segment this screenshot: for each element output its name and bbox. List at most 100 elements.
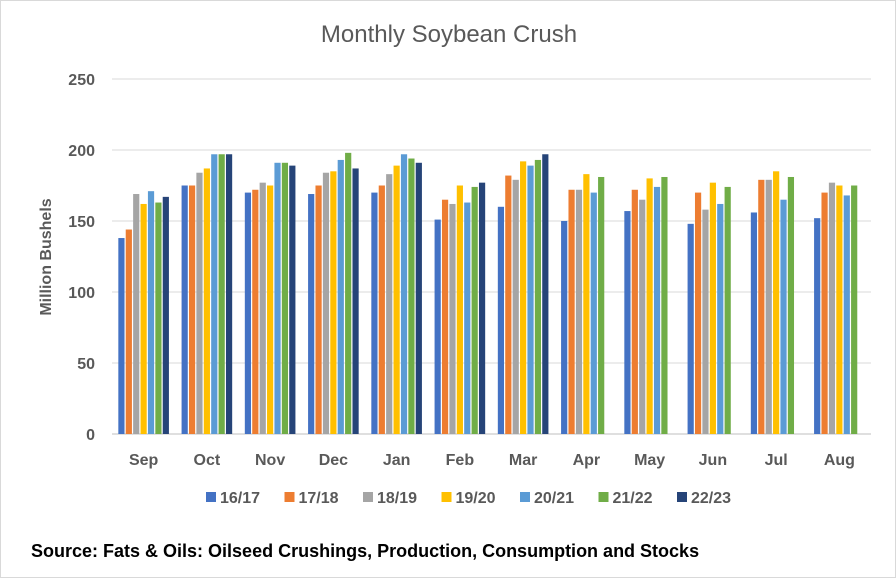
bar-22-23 bbox=[415, 162, 422, 434]
bar-17-18 bbox=[694, 192, 702, 434]
bar-16-17 bbox=[244, 192, 252, 434]
bar-20-21 bbox=[843, 195, 850, 434]
bar-20-21 bbox=[211, 154, 218, 434]
bar-16-17 bbox=[308, 194, 315, 434]
bar-19-20 bbox=[456, 185, 463, 434]
y-tick-label: 200 bbox=[68, 143, 95, 160]
legend-label: 21/22 bbox=[613, 490, 653, 507]
bar-21-22 bbox=[661, 176, 668, 435]
x-tick-label: Feb bbox=[446, 452, 475, 469]
bar-20-21 bbox=[653, 186, 661, 434]
bar-21-22 bbox=[598, 176, 605, 435]
x-tick-label: Jun bbox=[699, 452, 727, 469]
legend-swatch bbox=[441, 492, 452, 502]
bar-22-23 bbox=[162, 196, 169, 434]
bar-16-17 bbox=[497, 206, 505, 434]
bar-19-20 bbox=[267, 185, 274, 434]
bar-20-21 bbox=[337, 159, 344, 434]
bar-18-19 bbox=[512, 179, 519, 434]
bar-19-20 bbox=[709, 182, 716, 434]
y-tick-label: 50 bbox=[77, 356, 95, 373]
bar-20-21 bbox=[590, 192, 597, 434]
bar-21-22 bbox=[787, 176, 795, 435]
bar-21-22 bbox=[471, 186, 478, 434]
legend-swatch bbox=[677, 492, 687, 502]
bar-17-18 bbox=[252, 189, 259, 434]
legend-label: 22/23 bbox=[691, 490, 731, 507]
bar-19-20 bbox=[330, 171, 337, 435]
bar-16-17 bbox=[181, 185, 188, 434]
legend-swatch bbox=[363, 492, 373, 502]
bar-19-20 bbox=[583, 174, 590, 434]
bar-17-18 bbox=[315, 185, 322, 434]
bar-19-20 bbox=[140, 203, 147, 434]
legend-swatch bbox=[598, 492, 609, 502]
bar-22-23 bbox=[352, 168, 359, 434]
x-tick-label: Jul bbox=[765, 452, 788, 469]
bar-18-19 bbox=[449, 203, 456, 434]
bar-21-22 bbox=[534, 159, 542, 434]
bar-21-22 bbox=[345, 152, 352, 434]
bar-17-18 bbox=[631, 189, 638, 434]
bar-21-22 bbox=[218, 154, 225, 434]
bar-17-18 bbox=[505, 175, 512, 434]
x-tick-label: Oct bbox=[194, 452, 221, 469]
y-tick-label: 150 bbox=[68, 214, 95, 231]
bar-19-20 bbox=[393, 165, 400, 434]
bar-18-19 bbox=[196, 172, 203, 434]
legend-label: 19/20 bbox=[456, 490, 496, 507]
bar-18-19 bbox=[765, 179, 772, 434]
x-tick-label: Nov bbox=[255, 452, 285, 469]
bar-18-19 bbox=[386, 174, 393, 434]
x-tick-label: Jan bbox=[383, 452, 411, 469]
bar-19-20 bbox=[773, 171, 780, 435]
bar-16-17 bbox=[750, 212, 758, 434]
bar-21-22 bbox=[408, 158, 415, 434]
bar-17-18 bbox=[821, 192, 828, 434]
bar-19-20 bbox=[646, 178, 653, 434]
y-tick-label: 100 bbox=[68, 285, 95, 302]
bar-22-23 bbox=[478, 182, 486, 434]
bar-22-23 bbox=[542, 154, 549, 434]
x-tick-label: Aug bbox=[824, 452, 855, 469]
bar-17-18 bbox=[441, 199, 449, 434]
bar-18-19 bbox=[575, 189, 583, 434]
legend-label: 20/21 bbox=[534, 490, 574, 507]
bar-20-21 bbox=[780, 199, 787, 434]
bar-21-22 bbox=[724, 186, 731, 434]
bar-20-21 bbox=[400, 154, 408, 434]
x-tick-label: May bbox=[634, 452, 665, 469]
bar-20-21 bbox=[274, 162, 281, 434]
bar-19-20 bbox=[520, 161, 527, 435]
bar-18-19 bbox=[639, 199, 646, 434]
legend-label: 16/17 bbox=[220, 490, 260, 507]
bar-16-17 bbox=[814, 218, 821, 434]
bar-18-19 bbox=[322, 172, 330, 434]
chart-title: Monthly Soybean Crush bbox=[320, 21, 578, 48]
bar-19-20 bbox=[203, 168, 210, 434]
bar-18-19 bbox=[702, 209, 709, 434]
x-tick-label: Sep bbox=[129, 452, 159, 469]
bar-18-19 bbox=[828, 182, 836, 434]
bar-20-21 bbox=[717, 203, 724, 434]
bar-17-18 bbox=[758, 179, 765, 434]
bar-16-17 bbox=[371, 192, 378, 434]
y-tick-label: 250 bbox=[68, 72, 95, 89]
x-tick-label: Dec bbox=[319, 452, 348, 469]
bar-17-18 bbox=[568, 189, 575, 434]
bar-16-17 bbox=[624, 211, 631, 434]
bar-18-19 bbox=[259, 182, 266, 434]
bar-22-23 bbox=[289, 165, 296, 434]
bar-17-18 bbox=[188, 185, 196, 434]
bar-21-22 bbox=[155, 202, 162, 434]
legend-swatch bbox=[206, 492, 216, 502]
bar-17-18 bbox=[125, 229, 132, 434]
bar-20-21 bbox=[527, 165, 534, 434]
legend-label: 18/19 bbox=[377, 490, 417, 507]
x-tick-label: Apr bbox=[573, 452, 601, 469]
x-tick-label: Mar bbox=[509, 452, 537, 469]
bar-18-19 bbox=[133, 194, 140, 434]
legend-swatch bbox=[520, 492, 530, 502]
